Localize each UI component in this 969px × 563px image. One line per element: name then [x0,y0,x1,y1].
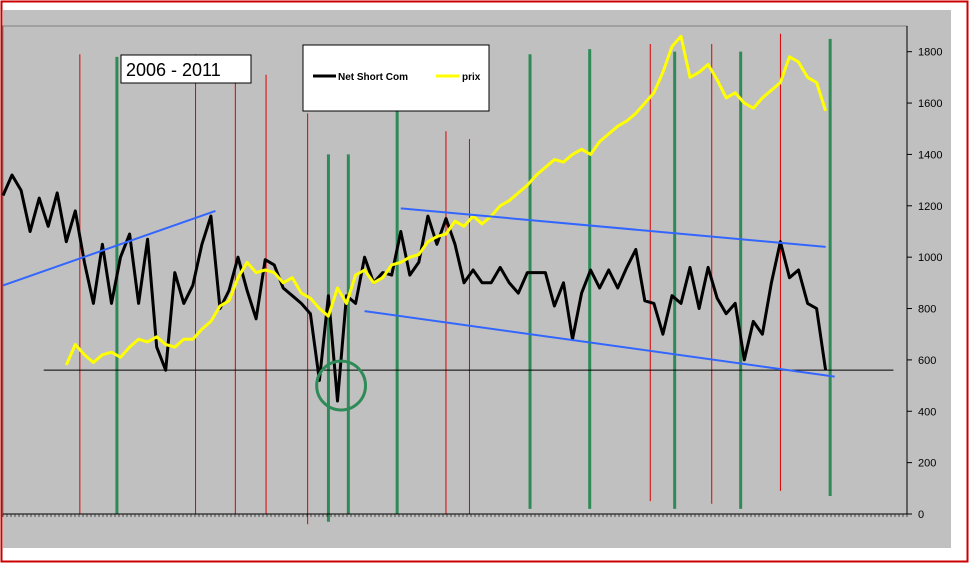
series-layer [1,34,828,403]
y-tick-label-1200: 1200 [918,201,942,213]
overlay-layer [2,207,835,412]
y-axis: 0 200 400 600 800 1000 1200 1400 1600 1800 [906,26,942,521]
y-tick-label-400: 400 [918,406,936,418]
chart-title: 2006 - 2011 [126,60,221,80]
legend-label-prix: prix [462,72,481,83]
y-tick-label-1400: 1400 [918,149,942,161]
y-tick-label-200: 200 [918,458,936,470]
prix-line [64,34,828,366]
legend-box [302,44,490,112]
legend: Net Short Com prix [302,44,490,112]
y-tick-label-1800: 1800 [918,47,942,59]
y-tick-label-600: 600 [918,355,936,367]
y-tick-label-0: 0 [918,509,924,521]
y-tick-label-800: 800 [918,304,936,316]
y-tick-label-1000: 1000 [918,252,942,264]
title-box: 2006 - 2011 [120,54,252,84]
blue-trendline-3 [364,310,835,378]
y-tick-label-1600: 1600 [918,98,942,110]
x-axis [2,513,908,517]
highlight-circle [315,359,368,412]
blue-trendline-2 [400,207,826,248]
net-short-com-line [1,173,828,403]
blue-trendline-1 [2,209,216,287]
legend-label-net-short: Net Short Com [338,72,408,83]
reference-lines [43,33,894,525]
